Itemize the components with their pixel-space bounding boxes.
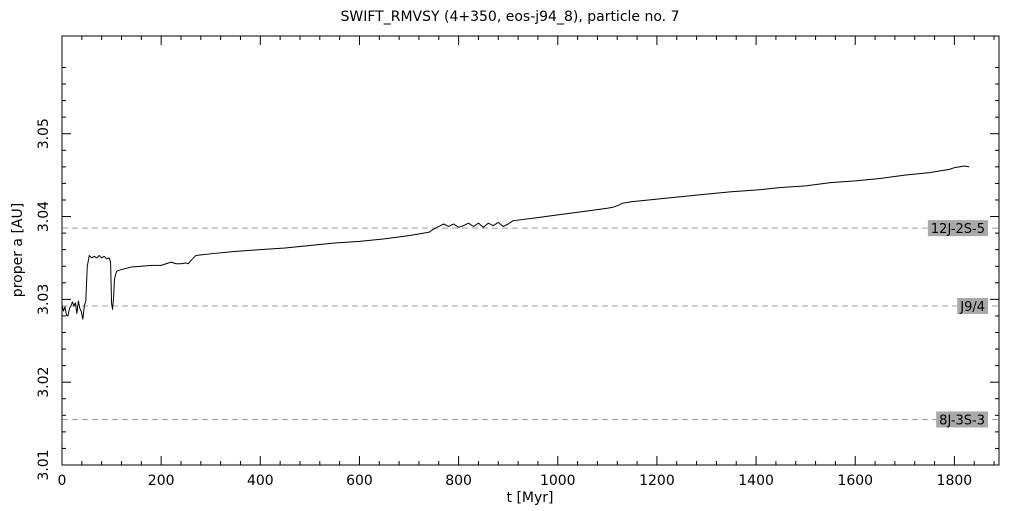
resonance-label-box [927,220,988,237]
resonance-label: 12J-2S-5 [931,222,985,237]
y-tick-label: 3.05 [36,118,52,149]
x-tick-label: 200 [148,473,175,489]
data-series-line [61,165,970,320]
resonance-label: 8J-3S-3 [939,413,985,428]
series-layer [61,165,970,320]
y-tick-label: 3.02 [36,367,52,398]
chart-title: SWIFT_RMVSY (4+350, eos-j94_8), particle… [341,9,680,25]
x-tick-label: 1800 [937,473,973,489]
tick-layer: 0 200 400 600 800 1000 1200 1400 1600 1800 3.01 3.0… [36,36,999,489]
x-tick-label: 600 [346,473,373,489]
plot-frame [61,35,1000,466]
x-tick-label: 400 [247,473,274,489]
resonance-label-box [936,411,988,428]
x-tick-label: 1000 [540,473,576,489]
x-tick-label: 1400 [738,473,774,489]
y-tick-label: 3.03 [36,284,52,315]
x-tick-label: 1600 [837,473,873,489]
x-tick-label: 800 [445,473,472,489]
x-tick-label: 0 [58,473,67,489]
resonance-layer: 12J-2S-5 J9/4 8J-3S-3 [62,220,999,428]
resonance-label: J9/4 [959,300,985,315]
y-tick-label: 3.04 [36,201,52,232]
y-tick-label: 3.01 [36,449,52,480]
x-tick-label: 1200 [639,473,675,489]
y-axis-label: proper a [AU] [10,203,26,297]
resonance-label-box [957,297,988,314]
x-axis-label: t [Myr] [507,490,554,506]
